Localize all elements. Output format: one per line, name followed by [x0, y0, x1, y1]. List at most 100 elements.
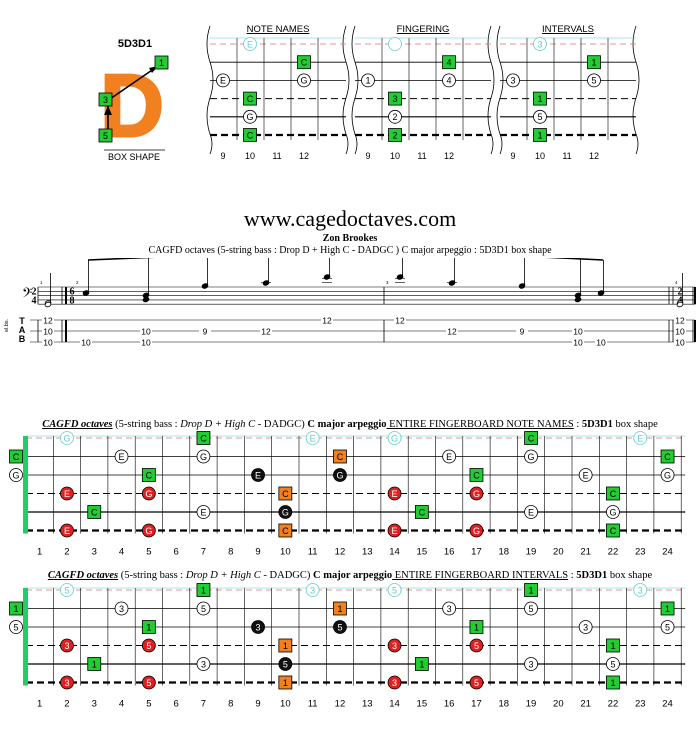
- svg-text:E: E: [200, 507, 206, 517]
- fret-number: 4: [119, 699, 124, 710]
- instrument-label: el.bs.: [4, 318, 10, 332]
- fret-dot: 1: [414, 657, 429, 671]
- svg-text:5: 5: [103, 131, 108, 141]
- fretboard-intervals-title: CAGFD octaves (5-string bass : Drop D + …: [47, 570, 653, 581]
- svg-text:E: E: [64, 526, 70, 536]
- svg-text:G: G: [300, 76, 307, 86]
- diagram-dot: 1: [533, 128, 547, 142]
- measure-number: 4: [675, 280, 678, 285]
- fret-number: 10: [280, 547, 291, 558]
- fret-number: 23: [635, 547, 646, 558]
- fret-number: 21: [580, 547, 591, 558]
- fret-number: 14: [389, 699, 400, 710]
- svg-text:E: E: [446, 452, 452, 462]
- svg-text:G: G: [246, 112, 253, 122]
- fret-number: 16: [444, 699, 455, 710]
- svg-text:5: 5: [392, 585, 397, 595]
- diagram-dot: [388, 37, 402, 51]
- fret-dot: C: [606, 523, 620, 538]
- fret-dot: E: [578, 468, 593, 482]
- notehead: [44, 301, 52, 308]
- fret-number: 17: [471, 547, 482, 558]
- time-signature: 8: [70, 296, 75, 307]
- svg-text:G: G: [473, 489, 480, 499]
- fret-number: 19: [526, 699, 537, 710]
- svg-text:E: E: [583, 470, 589, 480]
- svg-text:3: 3: [392, 94, 397, 104]
- svg-text:G: G: [336, 470, 343, 480]
- svg-text:5: 5: [146, 678, 151, 688]
- tab-letter: A: [19, 325, 26, 335]
- fret-number: 18: [498, 699, 509, 710]
- svg-text:3: 3: [447, 604, 452, 614]
- svg-text:1: 1: [337, 604, 342, 614]
- fretboard-notes-title: CAGFD octaves (5-string bass : Drop D + …: [42, 419, 658, 430]
- svg-text:G: G: [473, 526, 480, 536]
- fret-number: 13: [362, 699, 373, 710]
- box-shape-icon: D 1 3 5: [98, 55, 169, 157]
- svg-text:C: C: [91, 507, 98, 517]
- svg-text:G: G: [282, 507, 289, 517]
- tab-number: 9: [520, 327, 525, 337]
- svg-text:1: 1: [419, 659, 424, 669]
- diagram-dot: 4: [442, 55, 456, 70]
- svg-text:4: 4: [446, 76, 451, 86]
- svg-text:3: 3: [392, 678, 397, 688]
- fret-number: 1: [37, 699, 42, 710]
- fret-number: 11: [308, 547, 318, 558]
- svg-text:E: E: [310, 433, 316, 443]
- diagram-edge: [351, 25, 359, 155]
- svg-text:3: 3: [392, 641, 397, 651]
- bass-clef-icon: 𝄢: [22, 285, 32, 304]
- fret-dot: E: [196, 505, 211, 519]
- fret-dot: 1: [524, 583, 538, 597]
- svg-text:2: 2: [392, 130, 397, 140]
- svg-text:E: E: [528, 507, 534, 517]
- diagram-dot: 1: [533, 91, 547, 106]
- fret-dot: G: [141, 486, 156, 501]
- fret-dot: E: [442, 449, 457, 464]
- fret-dot: 5: [60, 583, 74, 597]
- fret-dot: E: [114, 449, 129, 464]
- fret-number: 20: [553, 699, 564, 710]
- fret-dot: E: [387, 523, 402, 538]
- svg-text:3: 3: [64, 678, 69, 688]
- diagram-dot: 2: [388, 128, 402, 142]
- fret-dot: 1: [660, 601, 675, 616]
- svg-text:3: 3: [583, 622, 588, 632]
- fret-dot: 3: [60, 638, 74, 653]
- diagram-intervals: INTERVALS 9 10 11 12 3 1 3 5 1 5 1: [496, 24, 640, 161]
- fret-dot: G: [60, 431, 74, 445]
- diagram-dot: C: [243, 91, 257, 106]
- fret-dot: 5: [333, 620, 347, 634]
- svg-text:C: C: [247, 130, 254, 140]
- svg-text:G: G: [528, 452, 535, 462]
- fret-number: 1: [37, 547, 42, 558]
- fret-number: 10: [535, 151, 545, 161]
- fret-dot: G: [469, 523, 484, 538]
- diagram-dot: G: [243, 109, 257, 124]
- fret-dot: 1: [196, 583, 211, 597]
- tab-number: 12: [261, 327, 271, 337]
- svg-text:E: E: [255, 470, 261, 480]
- fret-dot: G: [278, 505, 293, 519]
- fret-dot: 1: [278, 675, 293, 690]
- fret-number: 6: [174, 547, 179, 558]
- svg-text:3: 3: [256, 622, 261, 632]
- svg-text:G: G: [145, 489, 152, 499]
- svg-text:5: 5: [591, 76, 596, 86]
- fret-number: 22: [608, 699, 619, 710]
- notehead: [142, 296, 150, 303]
- tab-number: 12: [395, 316, 405, 326]
- fret-dot: 1: [469, 620, 484, 634]
- shape-caption: BOX SHAPE: [108, 152, 160, 162]
- svg-text:G: G: [664, 470, 671, 480]
- fret-number: 11: [272, 151, 281, 161]
- fret-number: 22: [608, 547, 619, 558]
- fret-number: 3: [92, 699, 97, 710]
- fret-dot: C: [414, 505, 429, 519]
- fret-dot: 5: [660, 620, 675, 634]
- fret-number: 16: [444, 547, 455, 558]
- fret-dot: 5: [469, 638, 484, 653]
